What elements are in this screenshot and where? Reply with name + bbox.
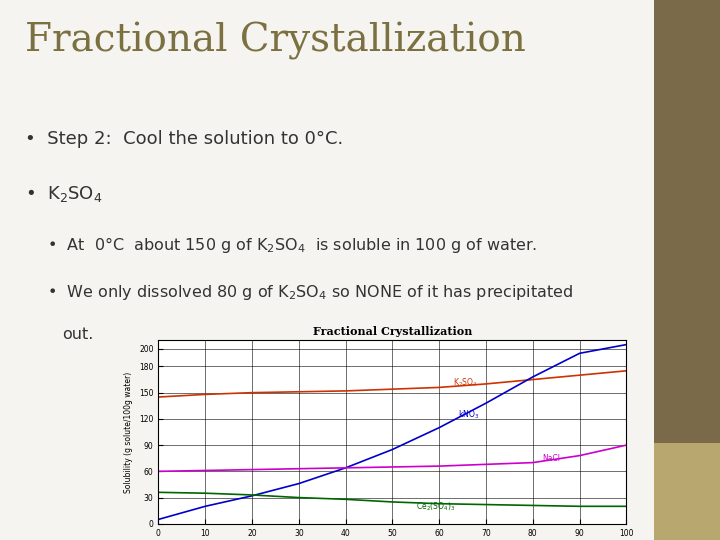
Y-axis label: Solubility (g solute/100g water): Solubility (g solute/100g water) <box>125 372 133 492</box>
Title: Fractional Crystallization: Fractional Crystallization <box>312 326 472 336</box>
Text: K$_2$SO$_4$: K$_2$SO$_4$ <box>454 377 478 389</box>
Text: out.: out. <box>62 327 94 342</box>
Text: •  At  0°C  about 150 g of K$_2$SO$_4$  is soluble in 100 g of water.: • At 0°C about 150 g of K$_2$SO$_4$ is s… <box>47 235 537 255</box>
Text: NaCl: NaCl <box>542 454 560 463</box>
Text: Fractional Crystallization: Fractional Crystallization <box>25 22 526 59</box>
Text: kNO$_3$: kNO$_3$ <box>458 408 479 421</box>
Text: •  We only dissolved 80 g of K$_2$SO$_4$ so NONE of it has precipitated: • We only dissolved 80 g of K$_2$SO$_4$ … <box>47 284 573 302</box>
Text: Ce$_2$(SO$_4$)$_3$: Ce$_2$(SO$_4$)$_3$ <box>416 501 455 514</box>
Text: •  Step 2:  Cool the solution to 0°C.: • Step 2: Cool the solution to 0°C. <box>25 130 343 147</box>
Text: •  K$_2$SO$_4$: • K$_2$SO$_4$ <box>25 184 102 204</box>
